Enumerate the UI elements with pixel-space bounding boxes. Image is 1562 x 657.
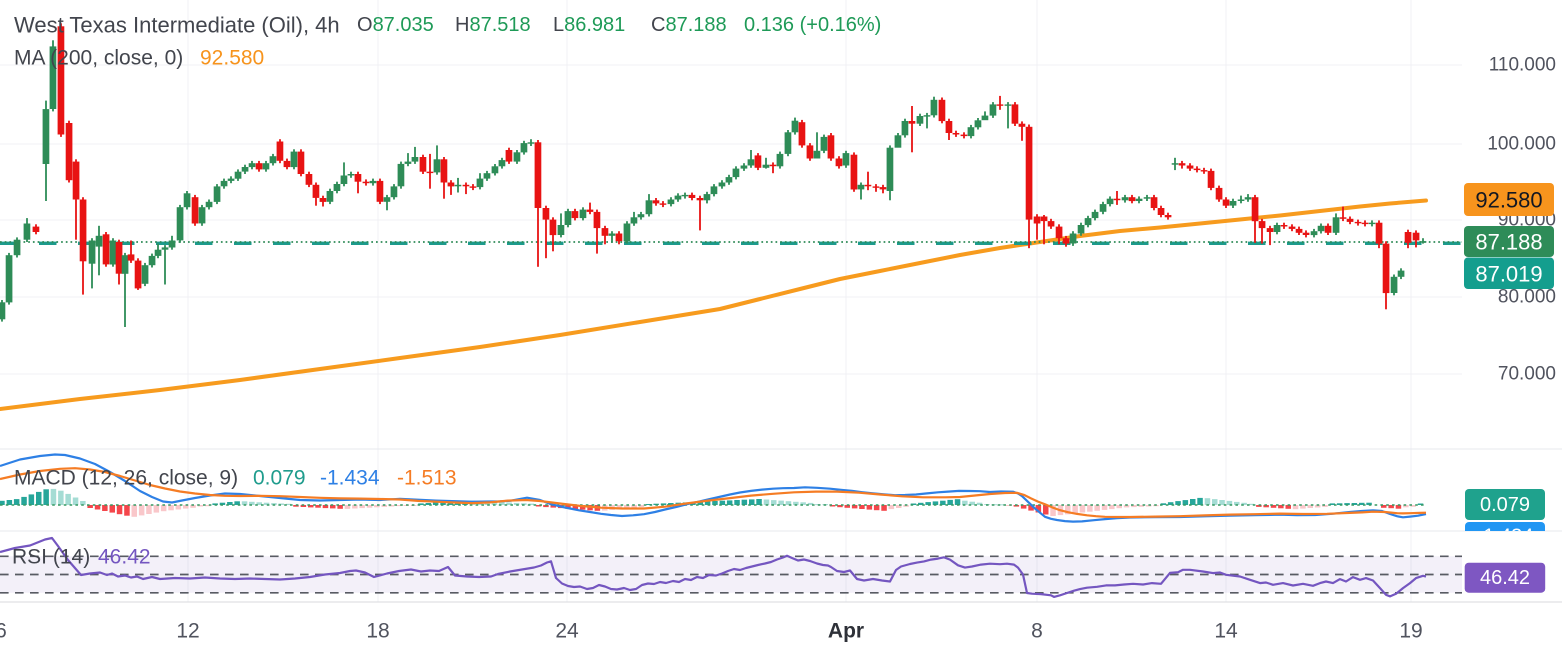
svg-text:92.580: 92.580 [1475,188,1542,213]
svg-text:80.000: 80.000 [1498,287,1556,308]
svg-text:70.000: 70.000 [1498,364,1556,385]
svg-text:Apr: Apr [828,620,864,643]
svg-text:L86.981: L86.981 [553,14,625,36]
svg-text:West Texas Intermediate (Oil),: West Texas Intermediate (Oil), 4h [14,13,340,38]
svg-text:0.079: 0.079 [253,467,306,490]
svg-text:18: 18 [366,620,389,643]
svg-text:46.42: 46.42 [1480,567,1530,589]
svg-text:92.580: 92.580 [200,47,264,70]
svg-text:MA (200, close, 0): MA (200, close, 0) [14,47,183,70]
svg-text:87.019: 87.019 [1475,262,1542,287]
svg-text:46.42: 46.42 [98,546,151,569]
svg-text:0.079: 0.079 [1480,494,1530,516]
svg-text:110.000: 110.000 [1489,55,1556,76]
svg-text:87.188: 87.188 [1475,230,1542,255]
svg-text:12: 12 [176,620,199,643]
svg-text:H87.518: H87.518 [455,14,531,36]
svg-text:0.136 (+0.16%): 0.136 (+0.16%) [744,14,881,36]
svg-text:-1.434: -1.434 [1477,526,1534,548]
svg-text:RSI (14): RSI (14) [12,546,90,569]
svg-text:O87.035: O87.035 [357,14,434,36]
svg-text:24: 24 [555,620,579,643]
svg-text:8: 8 [1031,620,1043,643]
svg-text:MACD (12, 26, close, 9): MACD (12, 26, close, 9) [14,467,238,490]
svg-text:C87.188: C87.188 [651,14,727,36]
svg-text:6: 6 [0,620,7,643]
svg-text:19: 19 [1399,620,1422,643]
svg-text:100.000: 100.000 [1487,134,1556,155]
svg-text:14: 14 [1214,620,1238,643]
svg-text:-1.513: -1.513 [397,467,457,490]
svg-text:-1.434: -1.434 [320,467,380,490]
